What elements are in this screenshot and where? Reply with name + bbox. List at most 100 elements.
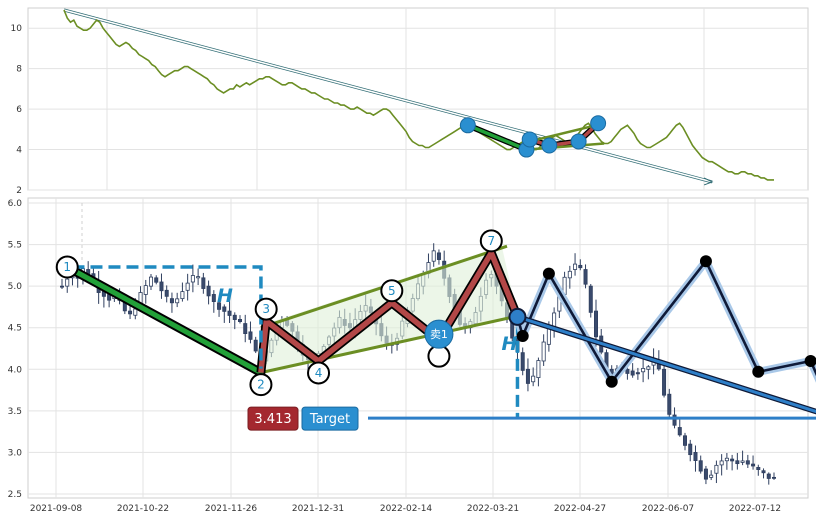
overview-y-tick-label: 10: [11, 24, 23, 34]
candle-body: [237, 318, 242, 322]
height-bracket-left: [72, 265, 263, 369]
candle-body: [630, 370, 635, 376]
detail-y-tick-label: 5.5: [8, 241, 22, 251]
candle-body: [756, 466, 761, 470]
candle-body: [253, 339, 258, 352]
target-label-badge: [301, 406, 359, 431]
wave-label-1: 1: [63, 260, 71, 274]
detail-x-tick-label: 2021-10-22: [117, 504, 169, 514]
target-price-badge: [247, 406, 299, 431]
candle-body: [531, 375, 536, 383]
detail-y-tick-label: 2.5: [8, 490, 22, 500]
wave-label-circle-7: [479, 229, 503, 253]
candle-body: [60, 285, 65, 288]
wave-label-3: 3: [262, 302, 270, 316]
detail-x-tick-label: 2022-03-21: [467, 504, 519, 514]
breakout-pivot-dot: [508, 307, 527, 326]
detail-y-tick-label: 3.0: [8, 448, 23, 458]
overview-pivot-dot-0: [459, 117, 476, 134]
overview-y-tick-label: 8: [16, 65, 22, 75]
candle-body: [693, 452, 698, 461]
candle-body: [436, 252, 441, 260]
candle-body: [677, 427, 682, 436]
wave-label-7: 7: [487, 234, 495, 248]
sell-signal-badge: [424, 319, 454, 349]
candle-body: [536, 360, 541, 379]
detail-y-tick-label: 6.0: [8, 199, 23, 209]
candle-body: [667, 393, 672, 415]
candle-body: [217, 302, 222, 310]
candle-body: [724, 457, 729, 462]
candle-body: [243, 323, 248, 334]
candle-body: [128, 310, 133, 315]
candle-body: [196, 276, 201, 279]
candle-body: [206, 285, 211, 297]
candle-body: [772, 476, 777, 479]
candle-body: [698, 460, 703, 472]
candle-body: [662, 368, 667, 396]
pattern-lower-boundary: [260, 314, 518, 375]
detail-y-tick-label: 4.0: [8, 365, 23, 375]
candle-body: [431, 250, 436, 262]
candle-body: [546, 328, 551, 345]
candle-body: [248, 331, 253, 340]
detail-y-tick-label: 4.5: [8, 324, 22, 334]
overview-panel: 2 4 6 8 10: [11, 7, 809, 196]
detail-x-tick-label: 2022-02-14: [380, 504, 433, 514]
candle-body: [683, 435, 688, 446]
candle-body: [688, 443, 693, 456]
forecast-point-4: [752, 365, 765, 378]
target-label-text: Target: [309, 412, 350, 427]
wave-label-5: 5: [388, 284, 396, 298]
forecast-point-0: [516, 330, 529, 343]
candle-body: [175, 298, 180, 304]
candle-body: [180, 291, 185, 300]
candle-body: [646, 366, 651, 370]
overview-pivot-dot-2: [521, 131, 538, 148]
candle-body: [227, 310, 232, 316]
candle-body: [641, 368, 646, 373]
candle-body: [567, 270, 572, 279]
detail-x-tick-label: 2022-04-27: [554, 504, 606, 514]
candle-body: [745, 460, 750, 465]
forecast-point-1: [542, 267, 555, 280]
target-projection-line: [517, 315, 816, 414]
candle-body: [525, 368, 530, 384]
candle-body: [222, 306, 227, 312]
wave-label-circle-3: [254, 297, 278, 321]
detail-y-tick-label: 5.0: [8, 282, 23, 292]
impulse-leg-green: [64, 264, 264, 376]
detail-y-tick-label: 3.5: [8, 407, 22, 417]
wave-label-circle-5: [380, 279, 404, 303]
overview-y-tick-label: 4: [16, 146, 22, 156]
forecast-point-2: [605, 375, 618, 388]
sell-signal-label: 卖1: [430, 328, 448, 341]
candle-body: [541, 341, 546, 362]
candle-body: [730, 458, 735, 462]
detail-x-tick-label: 2021-09-08: [30, 504, 83, 514]
candle-body: [709, 474, 714, 478]
overview-pivot-dot-3: [541, 137, 558, 154]
candle-body: [714, 464, 719, 474]
height-label-left: H: [217, 285, 233, 307]
candle-body: [735, 460, 740, 465]
detail-panel: 2021-09-08 2021-10-22 2021-11-26 2021-12-31…: [8, 197, 816, 514]
height-label-right: H: [501, 333, 517, 355]
candle-body: [578, 264, 583, 269]
detail-x-tick-label: 2022-07-12: [729, 504, 781, 514]
candle-body: [148, 276, 153, 287]
candle-body: [766, 473, 771, 479]
detail-x-tick-label: 2021-11-26: [205, 504, 258, 514]
candle-body: [211, 294, 216, 302]
candle-body: [154, 277, 159, 283]
candle-body: [185, 282, 190, 291]
candle-body: [520, 352, 525, 371]
overview-pivot-dot-5: [590, 115, 607, 132]
wave-label-circle-2: [249, 373, 273, 397]
overview-pattern-leg-green: [467, 123, 528, 152]
candle-body: [719, 460, 724, 466]
candle-body: [625, 368, 630, 374]
overview-pivot-dot-4: [570, 133, 587, 150]
overview-trendline-arrowhead: [703, 177, 714, 186]
